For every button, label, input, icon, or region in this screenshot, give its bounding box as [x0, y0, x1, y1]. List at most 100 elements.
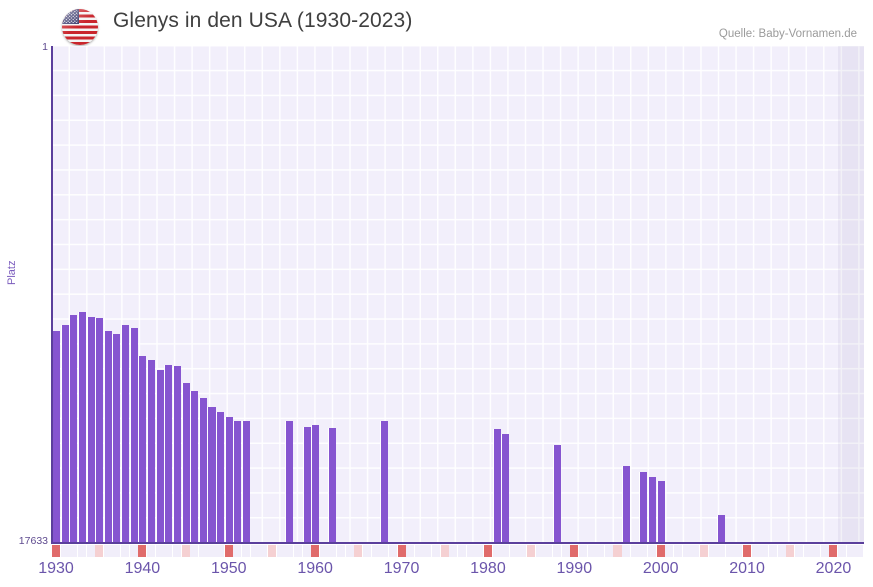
axis-marker-1996	[622, 545, 631, 557]
bar-1933[interactable]	[77, 312, 86, 543]
bar-1960[interactable]	[311, 425, 320, 543]
axis-marker-2019	[820, 545, 829, 557]
bar-1945[interactable]	[181, 382, 190, 543]
axis-marker-1934	[86, 545, 95, 557]
axis-marker-2003	[682, 545, 691, 557]
axis-marker-1994	[604, 545, 613, 557]
axis-marker-1983	[509, 545, 518, 557]
axis-marker-1982	[501, 545, 510, 557]
bar-1930[interactable]	[52, 330, 61, 543]
x-tick-1990: 1990	[556, 560, 593, 577]
axis-marker-2008	[725, 545, 734, 557]
usa-flag-icon	[62, 9, 98, 45]
x-tick-1940: 1940	[124, 560, 161, 577]
axis-marker-1961	[319, 545, 328, 557]
decade-marker-strip	[52, 545, 864, 557]
axis-marker-1992	[587, 545, 596, 557]
axis-marker-1956	[276, 545, 285, 557]
bar-1944[interactable]	[172, 365, 181, 543]
bar-1988[interactable]	[553, 444, 562, 543]
axis-marker-1990	[570, 545, 579, 557]
axis-marker-2006	[708, 545, 717, 557]
bar-1951[interactable]	[233, 420, 242, 543]
axis-marker-1978	[466, 545, 475, 557]
forecast-shaded-band	[838, 46, 864, 543]
bar-2000[interactable]	[656, 481, 665, 543]
axis-marker-1957	[285, 545, 294, 557]
bar-1959[interactable]	[302, 426, 311, 543]
bar-1934[interactable]	[86, 316, 95, 543]
axis-marker-1976	[449, 545, 458, 557]
bar-1957[interactable]	[285, 420, 294, 543]
axis-marker-1973	[423, 545, 432, 557]
axis-marker-2018	[812, 545, 821, 557]
axis-marker-2016	[794, 545, 803, 557]
bar-2007[interactable]	[717, 515, 726, 543]
bar-1947[interactable]	[198, 398, 207, 543]
bar-1932[interactable]	[69, 315, 78, 543]
axis-marker-1933	[77, 545, 86, 557]
x-tick-2010: 2010	[729, 560, 765, 577]
axis-marker-1942	[155, 545, 164, 557]
axis-marker-1944	[172, 545, 181, 557]
axis-marker-2017	[803, 545, 812, 557]
axis-marker-1945	[181, 545, 190, 557]
axis-marker-2021	[838, 545, 847, 557]
bar-1940[interactable]	[138, 356, 147, 543]
bar-1935[interactable]	[95, 318, 104, 543]
axis-marker-2009	[734, 545, 743, 557]
bar-1950[interactable]	[224, 416, 233, 543]
bar-1948[interactable]	[207, 406, 216, 543]
bar-1996[interactable]	[622, 465, 631, 543]
axis-marker-1993	[596, 545, 605, 557]
axis-marker-2013	[768, 545, 777, 557]
bar-1937[interactable]	[112, 333, 121, 543]
axis-marker-1960	[311, 545, 320, 557]
chart-header: Glenys in den USA (1930-2023) Quelle: Ba…	[0, 0, 873, 45]
bar-1952[interactable]	[242, 420, 251, 543]
axis-marker-1950	[224, 545, 233, 557]
axis-marker-2005	[699, 545, 708, 557]
bar-1998[interactable]	[639, 471, 648, 543]
axis-marker-1943	[164, 545, 173, 557]
bar-1981[interactable]	[492, 429, 501, 543]
bar-1941[interactable]	[147, 360, 156, 543]
axis-marker-1938	[121, 545, 130, 557]
axis-marker-1997	[630, 545, 639, 557]
axis-marker-1998	[639, 545, 648, 557]
bar-1942[interactable]	[155, 370, 164, 543]
bar-1939[interactable]	[129, 327, 138, 543]
bar-1982[interactable]	[501, 433, 510, 543]
bar-1999[interactable]	[648, 477, 657, 543]
x-tick-1950: 1950	[210, 560, 247, 577]
x-axis-line	[52, 542, 864, 544]
axis-marker-1959	[302, 545, 311, 557]
y-axis-tick-top: 1	[42, 41, 48, 53]
axis-marker-1970	[397, 545, 406, 557]
axis-marker-1989	[561, 545, 570, 557]
bar-1968[interactable]	[380, 420, 389, 543]
axis-marker-1979	[475, 545, 484, 557]
bar-1946[interactable]	[190, 391, 199, 543]
bar-1949[interactable]	[216, 412, 225, 543]
bar-1943[interactable]	[164, 364, 173, 543]
axis-marker-2020	[829, 545, 838, 557]
axis-marker-2011	[751, 545, 760, 557]
axis-marker-1980	[483, 545, 492, 557]
bar-1962[interactable]	[328, 427, 337, 543]
bar-1931[interactable]	[60, 325, 69, 543]
axis-marker-1974	[432, 545, 441, 557]
x-tick-2020: 2020	[815, 560, 852, 577]
bar-1936[interactable]	[103, 330, 112, 543]
axis-marker-1968	[380, 545, 389, 557]
axis-marker-1958	[293, 545, 302, 557]
axis-marker-1947	[198, 545, 207, 557]
axis-marker-2002	[673, 545, 682, 557]
axis-marker-1952	[242, 545, 251, 557]
axis-marker-1967	[371, 545, 380, 557]
bar-1938[interactable]	[121, 325, 130, 543]
x-tick-1960: 1960	[297, 560, 333, 577]
axis-marker-2015	[786, 545, 795, 557]
axis-marker-1965	[354, 545, 363, 557]
axis-marker-1972	[414, 545, 423, 557]
